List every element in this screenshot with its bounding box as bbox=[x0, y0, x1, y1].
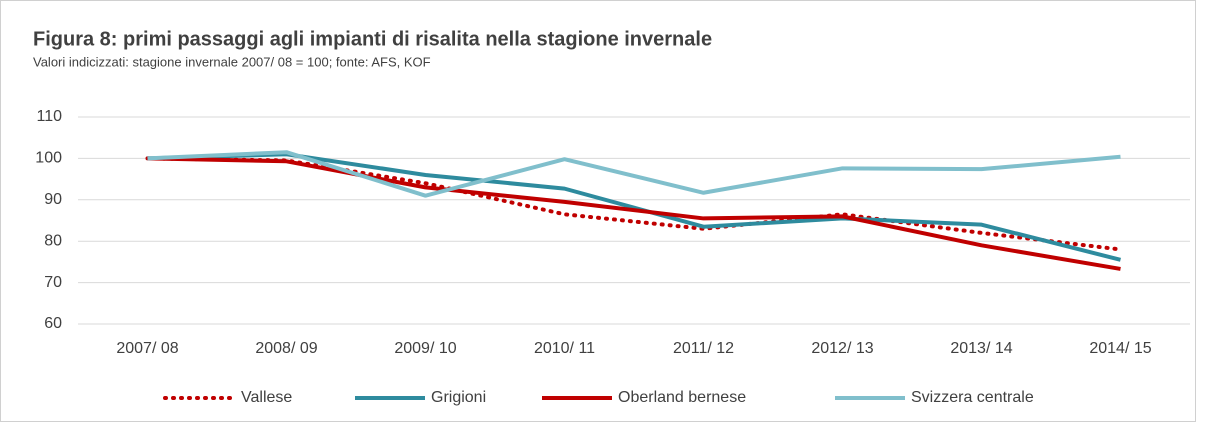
y-tick-label: 90 bbox=[44, 191, 62, 208]
legend-label: Vallese bbox=[241, 389, 292, 406]
chart-title: Figura 8: primi passaggi agli impianti d… bbox=[33, 28, 712, 50]
x-tick-label: 2014/ 15 bbox=[1089, 340, 1151, 357]
y-tick-label: 110 bbox=[36, 108, 62, 125]
legend-label: Grigioni bbox=[431, 389, 486, 406]
y-tick-label: 80 bbox=[44, 232, 62, 249]
series-line bbox=[147, 156, 1121, 271]
legend-label: Oberland bernese bbox=[618, 389, 746, 406]
y-tick-label: 60 bbox=[44, 315, 62, 332]
series-line bbox=[145, 156, 1123, 252]
legend-label: Svizzera centrale bbox=[911, 389, 1034, 406]
x-tick-label: 2008/ 09 bbox=[255, 340, 317, 357]
x-tick-label: 2012/ 13 bbox=[811, 340, 873, 357]
x-tick-label: 2007/ 08 bbox=[116, 340, 178, 357]
series-line bbox=[147, 150, 1121, 198]
chart-subtitle: Valori indicizzati: stagione invernale 2… bbox=[33, 54, 431, 69]
x-tick-label: 2013/ 14 bbox=[950, 340, 1012, 357]
x-tick-label: 2009/ 10 bbox=[394, 340, 456, 357]
x-tick-label: 2011/ 12 bbox=[673, 340, 734, 357]
y-tick-label: 100 bbox=[35, 150, 62, 167]
y-tick-label: 70 bbox=[44, 274, 62, 291]
x-tick-label: 2010/ 11 bbox=[534, 340, 595, 357]
